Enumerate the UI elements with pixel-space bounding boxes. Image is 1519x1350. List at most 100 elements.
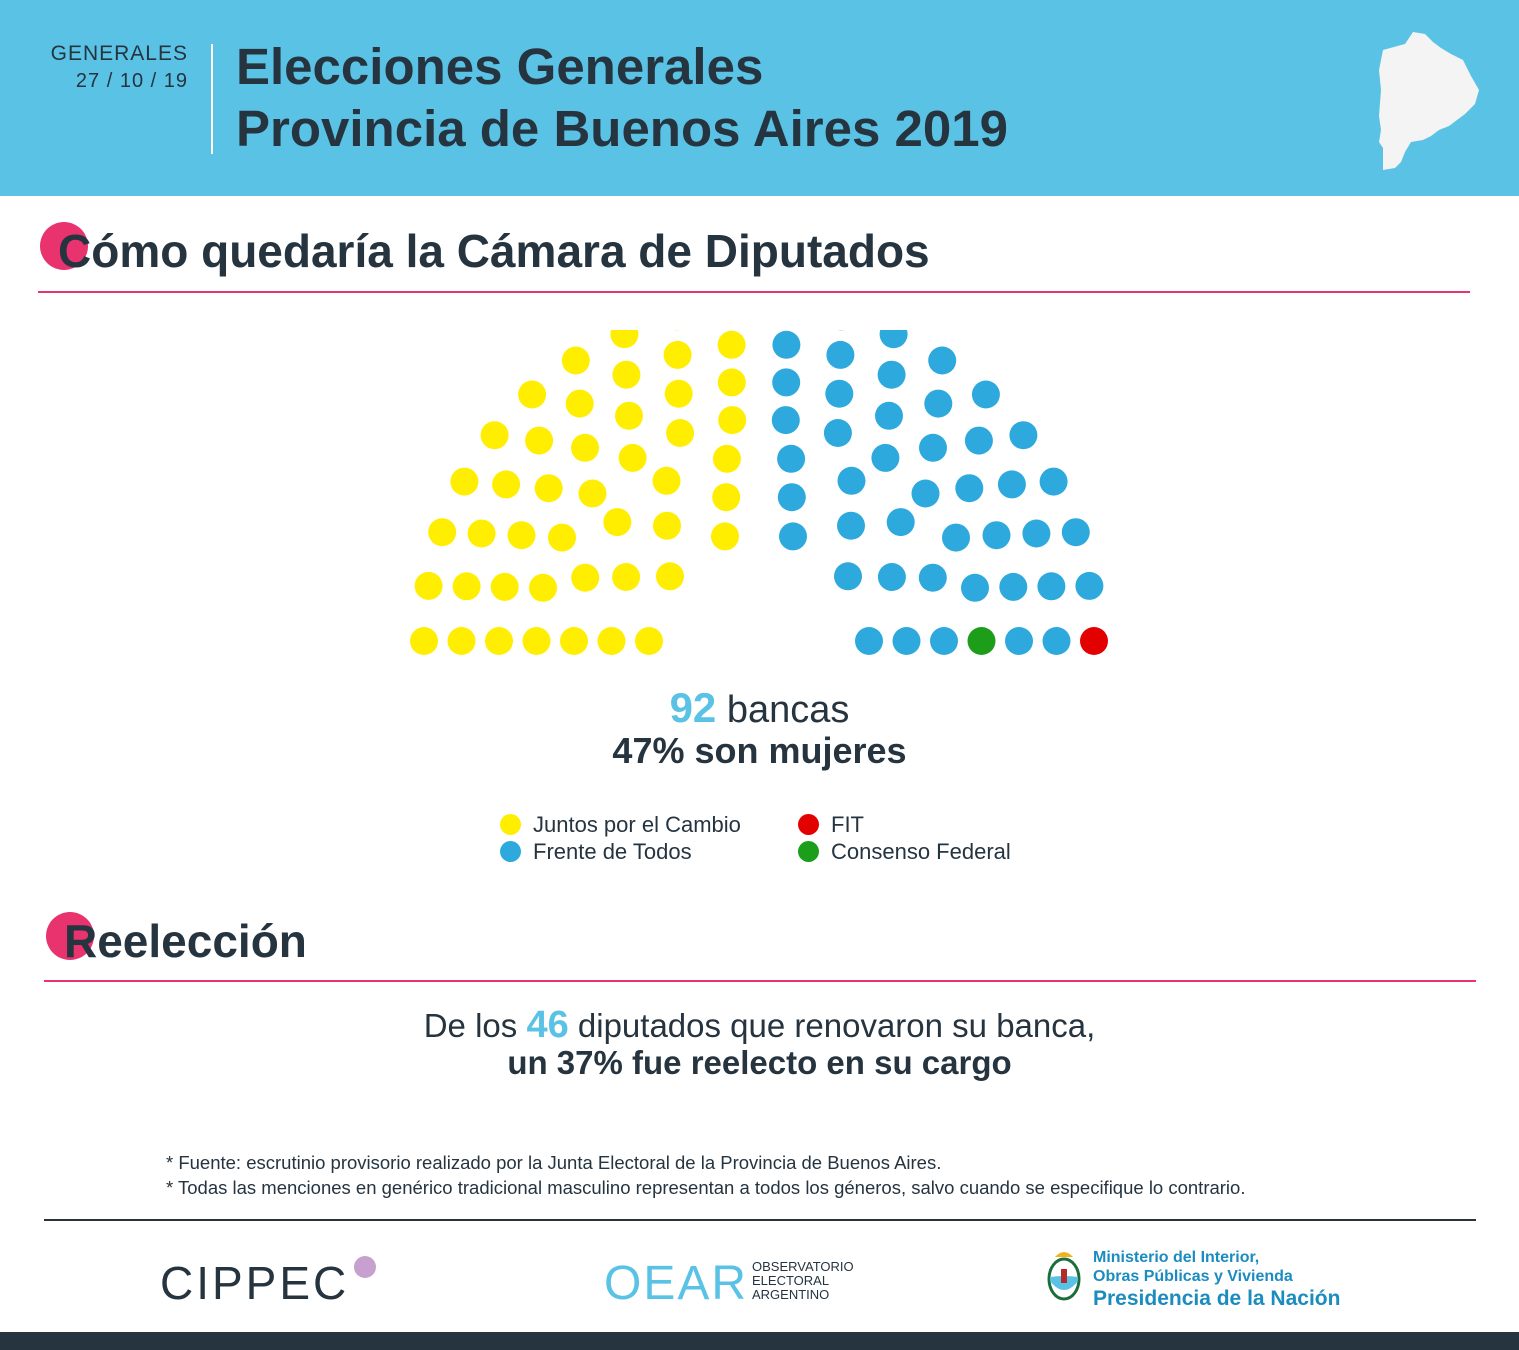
chart-legend: Juntos por el Cambio Frente de Todos FIT… bbox=[500, 810, 1060, 870]
reelection-number: 46 bbox=[526, 1004, 569, 1046]
seat-frente-de-todos-75 bbox=[1039, 467, 1068, 496]
seat-frente-de-todos-77 bbox=[877, 563, 906, 591]
seat-juntos-por-el-cambio-42 bbox=[712, 444, 741, 473]
seat-frente-de-todos-72 bbox=[834, 562, 862, 591]
reelection-post: diputados que renovaron su banca, bbox=[577, 1007, 1096, 1044]
page-title: Elecciones Generales Provincia de Buenos… bbox=[236, 36, 1008, 160]
seat-juntos-por-el-cambio-26 bbox=[518, 380, 547, 409]
oear-line-2: ELECTORAL bbox=[752, 1273, 830, 1288]
cippec-logo-mark bbox=[354, 1256, 376, 1278]
seat-juntos-por-el-cambio-18 bbox=[450, 467, 479, 496]
seat-frente-de-todos-89 bbox=[930, 627, 958, 655]
seat-juntos-por-el-cambio-17 bbox=[548, 523, 576, 552]
seat-consenso-federal-92 bbox=[967, 627, 996, 655]
seat-frente-de-todos-57 bbox=[823, 419, 852, 447]
seat-juntos-por-el-cambio-10 bbox=[490, 572, 519, 601]
seat-juntos-por-el-cambio-13 bbox=[571, 563, 600, 592]
seat-frente-de-todos-54 bbox=[826, 340, 855, 369]
oear-logo: OEAR bbox=[604, 1257, 749, 1310]
seat-juntos-por-el-cambio-32 bbox=[652, 466, 681, 495]
seat-juntos-por-el-cambio-39 bbox=[663, 340, 692, 369]
ministerio-interior-logo: Ministerio del Interior, Obras Públicas … bbox=[1093, 1248, 1340, 1312]
reelection-sentence: De los 46 diputados que renovaron su ban… bbox=[0, 1004, 1519, 1047]
seat-frente-de-todos-66 bbox=[919, 433, 947, 462]
seat-frente-de-todos-50 bbox=[771, 406, 800, 435]
section-divider bbox=[44, 980, 1476, 982]
legend-label-consenso: Consenso Federal bbox=[831, 839, 1011, 864]
seat-juntos-por-el-cambio-22 bbox=[480, 421, 509, 450]
seat-frente-de-todos-82 bbox=[961, 573, 989, 602]
total-seats-text: 92 bancas bbox=[0, 684, 1519, 732]
buenos-aires-map-icon bbox=[1379, 32, 1479, 170]
seat-juntos-por-el-cambio-20 bbox=[656, 562, 684, 591]
seat-juntos-por-el-cambio-8 bbox=[414, 571, 443, 600]
seat-frente-de-todos-84 bbox=[1037, 572, 1066, 601]
seat-frente-de-todos-78 bbox=[982, 521, 1011, 550]
reelection-percentage: un 37% fue reelecto en su cargo bbox=[507, 1044, 1012, 1081]
seat-juntos-por-el-cambio-12 bbox=[428, 518, 457, 547]
seat-frente-de-todos-52 bbox=[777, 483, 806, 512]
reelection-pre: De los bbox=[423, 1007, 518, 1044]
seat-fit-91 bbox=[1080, 627, 1108, 655]
legend-label-frente: Frente de Todos bbox=[533, 839, 692, 864]
seat-frente-de-todos-79 bbox=[1022, 519, 1051, 548]
seat-juntos-por-el-cambio-45 bbox=[717, 330, 746, 359]
seat-frente-de-todos-51 bbox=[777, 444, 806, 473]
seat-juntos-por-el-cambio-15 bbox=[507, 521, 536, 550]
seat-juntos-por-el-cambio-43 bbox=[718, 406, 747, 435]
seat-frente-de-todos-80 bbox=[918, 563, 947, 592]
seat-juntos-por-el-cambio-28 bbox=[653, 511, 681, 540]
seat-juntos-por-el-cambio-25 bbox=[525, 426, 554, 455]
seat-juntos-por-el-cambio-30 bbox=[618, 443, 647, 472]
election-date-block: GENERALES 27 / 10 / 19 bbox=[40, 42, 188, 93]
legend-label-fit: FIT bbox=[831, 812, 864, 837]
total-seats-word: bancas bbox=[726, 689, 850, 731]
legend-item-consenso: Consenso Federal bbox=[798, 839, 1011, 865]
legend-swatch-juntos bbox=[500, 814, 521, 835]
legend-item-fit: FIT bbox=[798, 812, 864, 838]
ministerio-line-3: Presidencia de la Nación bbox=[1093, 1287, 1341, 1310]
seat-frente-de-todos-73 bbox=[955, 474, 984, 503]
seat-frente-de-todos-48 bbox=[772, 330, 801, 359]
seat-juntos-por-el-cambio-11 bbox=[529, 573, 557, 602]
seat-juntos-por-el-cambio-6 bbox=[447, 627, 476, 655]
seat-frente-de-todos-61 bbox=[875, 401, 903, 430]
seat-frente-de-todos-81 bbox=[1061, 518, 1090, 547]
legend-swatch-consenso bbox=[798, 841, 819, 862]
parliament-chart bbox=[410, 330, 1108, 655]
seat-juntos-por-el-cambio-23 bbox=[603, 508, 632, 537]
seat-juntos-por-el-cambio-16 bbox=[612, 563, 641, 591]
legend-item-frente: Frente de Todos bbox=[500, 839, 692, 865]
seat-juntos-por-el-cambio-19 bbox=[492, 470, 521, 499]
election-type-label: GENERALES bbox=[50, 42, 188, 65]
seat-juntos-por-el-cambio-14 bbox=[467, 519, 496, 548]
seat-frente-de-todos-88 bbox=[892, 627, 921, 655]
seat-juntos-por-el-cambio-37 bbox=[711, 522, 739, 551]
ministerio-line-2: Obras Públicas y Vivienda bbox=[1093, 1268, 1293, 1285]
footnote-source: * Fuente: escrutinio provisorio realizad… bbox=[166, 1152, 942, 1173]
seat-frente-de-todos-68 bbox=[964, 426, 993, 455]
election-date: 27 / 10 / 19 bbox=[75, 70, 188, 92]
argentina-coat-of-arms-icon bbox=[1047, 1252, 1081, 1301]
seat-frente-de-todos-63 bbox=[871, 443, 900, 472]
seat-frente-de-todos-71 bbox=[1009, 421, 1038, 450]
bottom-bar bbox=[0, 1332, 1519, 1350]
seat-juntos-por-el-cambio-36 bbox=[666, 419, 695, 447]
seat-frente-de-todos-76 bbox=[942, 523, 970, 552]
seat-juntos-por-el-cambio-3 bbox=[560, 627, 588, 655]
title-line-2: Provincia de Buenos Aires 2019 bbox=[236, 100, 1008, 157]
seat-juntos-por-el-cambio-31 bbox=[561, 346, 590, 375]
section-title-camara: Cómo quedaría la Cámara de Diputados bbox=[58, 225, 930, 277]
section-bullet bbox=[46, 912, 94, 960]
legend-swatch-frente bbox=[500, 841, 521, 862]
seat-frente-de-todos-85 bbox=[1075, 571, 1104, 600]
seat-juntos-por-el-cambio-38 bbox=[664, 379, 693, 408]
seat-frente-de-todos-87 bbox=[855, 627, 883, 655]
oear-line-3: ARGENTINO bbox=[752, 1287, 830, 1302]
section-title-reeleccion: Reelección bbox=[64, 915, 307, 967]
seat-juntos-por-el-cambio-2 bbox=[597, 627, 626, 655]
seat-juntos-por-el-cambio-27 bbox=[571, 433, 599, 462]
seat-juntos-por-el-cambio-44 bbox=[717, 368, 746, 397]
legend-swatch-fit bbox=[798, 814, 819, 835]
oear-line-1: OBSERVATORIO bbox=[752, 1259, 854, 1274]
